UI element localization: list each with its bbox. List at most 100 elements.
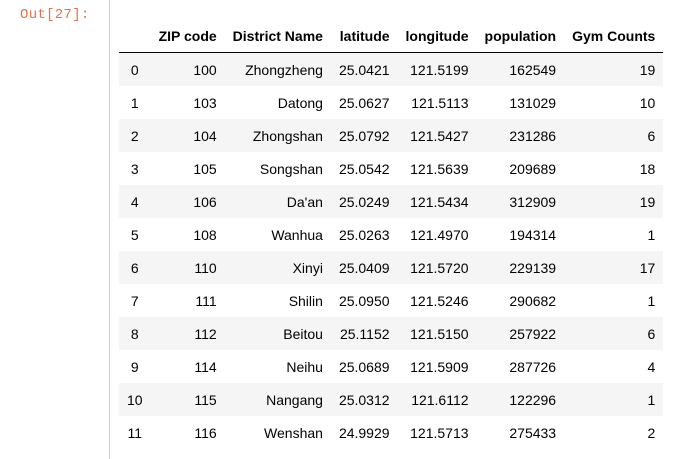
table-cell: 116 [194, 424, 217, 441]
table-cell: 6 [647, 325, 656, 342]
table-cell: 17 [639, 259, 656, 276]
table-row: 8 112 Beitou 25.1152 121.5150 257922 6 [119, 317, 664, 350]
row-index: 3 [130, 160, 139, 177]
table-cell: 231286 [509, 127, 557, 144]
table-cell: 4 [647, 358, 656, 375]
table-cell: Shilin [288, 292, 323, 309]
table-cell: 104 [193, 127, 217, 144]
table-cell: 114 [194, 358, 217, 375]
column-header: ZIP code [150, 20, 225, 53]
table-cell: 1 [647, 226, 656, 243]
table-cell: 121.5427 [410, 127, 469, 144]
table-cell: 111 [195, 292, 217, 309]
table-cell: 103 [193, 94, 217, 111]
table-cell: 18 [639, 160, 656, 177]
table-row: 11 116 Wenshan 24.9929 121.5713 275433 2 [119, 416, 663, 449]
table-cell: 25.0950 [338, 292, 390, 309]
table-cell: 1 [647, 391, 656, 408]
table-cell: 25.0689 [338, 358, 390, 375]
table-cell: 122296 [509, 391, 557, 408]
table-cell: 110 [194, 259, 217, 276]
table-row: 7 111 Shilin 25.0950 121.5246 290682 1 [119, 284, 663, 317]
table-cell: Datong [277, 94, 323, 111]
table-cell: 121.6112 [411, 391, 469, 408]
output-prompt: Out[27]: [20, 7, 90, 23]
table-cell: 121.5909 [410, 358, 469, 375]
table-row: 0 100 Zhongzheng 25.0421 121.5199 162549 19 [119, 52, 664, 86]
table-cell: 115 [194, 391, 217, 408]
table-cell: 121.5113 [411, 94, 469, 111]
table-cell: 290682 [509, 292, 557, 309]
table-cell: Songshan [259, 160, 323, 177]
dataframe-table: ZIP code District Name latitude longitud… [119, 20, 664, 450]
table-cell: 209689 [509, 160, 557, 177]
row-index: 2 [130, 127, 139, 144]
table-cell: 1 [647, 292, 656, 309]
row-index: 0 [130, 61, 139, 78]
table-header: ZIP code District Name latitude longitud… [119, 20, 664, 53]
table-cell: 121.5199 [410, 61, 469, 78]
table-cell: Xinyi [292, 259, 323, 276]
table-row: 10 115 Nangang 25.0312 121.6112 122296 1 [119, 383, 664, 416]
table-cell: 121.4970 [410, 226, 469, 243]
table-cell: 121.5434 [410, 193, 469, 210]
table-cell: 10 [639, 94, 656, 111]
table-cell: Beitou [283, 325, 323, 342]
table-row: 6 110 Xinyi 25.0409 121.5720 229139 17 [119, 251, 664, 284]
header-row: ZIP code District Name latitude longitud… [119, 20, 664, 53]
table-cell: Neihu [286, 358, 323, 375]
table-cell: 112 [194, 325, 217, 342]
table-cell: 25.0409 [338, 259, 390, 276]
table-row: 4 106 Da'an 25.0249 121.5434 312909 19 [119, 185, 664, 218]
table-cell: 131029 [509, 94, 557, 111]
table-cell: 194314 [509, 226, 557, 243]
table-cell: 19 [639, 61, 656, 78]
table-cell: 162549 [509, 61, 557, 78]
table-body: 0 100 Zhongzheng 25.0421 121.5199 162549 19 1 10… [119, 52, 664, 450]
table-cell: Zhongshan [252, 127, 323, 144]
table-cell: 121.5713 [410, 424, 469, 441]
table-cell: 25.0312 [338, 391, 390, 408]
row-index: 11 [127, 424, 143, 441]
row-index: 8 [130, 325, 139, 342]
table-cell: 121.5246 [410, 292, 469, 309]
table-cell: 105 [193, 160, 217, 177]
table-cell: 25.1152 [339, 325, 390, 342]
table-cell: 25.0792 [338, 127, 390, 144]
table-cell: 121.5150 [410, 325, 469, 342]
row-index: 6 [130, 259, 139, 276]
table-row: 2 104 Zhongshan 25.0792 121.5427 231286 6 [119, 119, 664, 152]
dataframe-output: ZIP code District Name latitude longitud… [119, 20, 664, 450]
row-index: 4 [130, 193, 139, 210]
table-cell: 25.0542 [338, 160, 390, 177]
table-cell: 19 [639, 193, 656, 210]
column-header: population [476, 20, 565, 53]
table-cell: 24.9929 [338, 424, 390, 441]
column-header: longitude [397, 20, 477, 53]
table-cell: 287726 [509, 358, 557, 375]
table-cell: 312909 [509, 193, 557, 210]
table-cell: 25.0263 [338, 226, 390, 243]
table-row: 9 114 Neihu 25.0689 121.5909 287726 4 [119, 350, 663, 383]
table-cell: 2 [647, 424, 656, 441]
table-cell: 25.0249 [338, 193, 390, 210]
column-header: District Name [224, 20, 331, 53]
table-cell: Zhongzheng [245, 61, 323, 78]
table-cell: Da'an [286, 193, 323, 210]
table-cell: 25.0627 [338, 94, 390, 111]
table-cell: Wenshan [264, 424, 323, 441]
row-index: 10 [127, 391, 143, 408]
column-header: Gym Counts [564, 20, 664, 53]
table-cell: 275433 [509, 424, 557, 441]
table-cell: Wanhua [271, 226, 323, 243]
table-row: 5 108 Wanhua 25.0263 121.4970 194314 1 [119, 218, 663, 251]
table-cell: 257922 [509, 325, 557, 342]
row-index: 7 [130, 292, 139, 309]
table-cell: 229139 [509, 259, 557, 276]
row-index: 5 [130, 226, 139, 243]
row-index: 9 [130, 358, 139, 375]
table-cell: 100 [193, 61, 217, 78]
column-header: latitude [330, 20, 398, 53]
table-cell: 6 [647, 127, 656, 144]
table-cell: Nangang [266, 391, 323, 408]
